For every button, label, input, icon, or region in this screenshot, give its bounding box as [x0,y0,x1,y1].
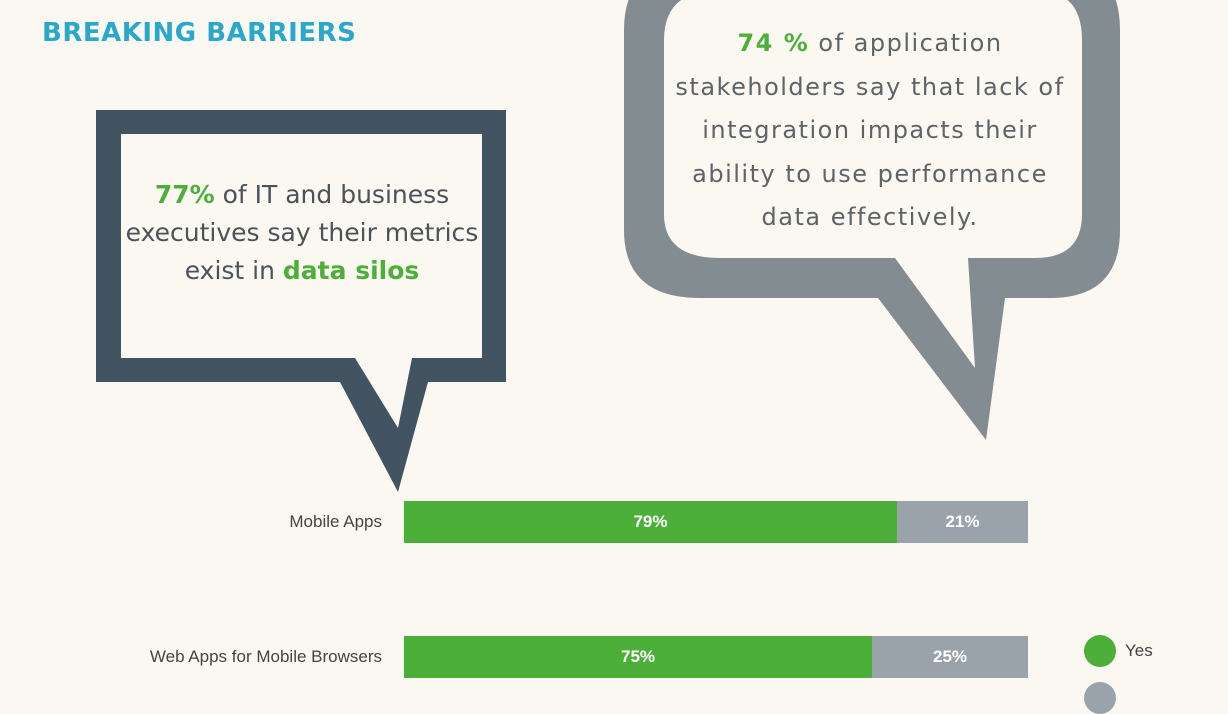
bar-value-label: 21% [945,512,980,531]
speech-bubbles [96,0,1120,492]
legend-dot-no [1084,682,1116,714]
bar-no: 25% [872,636,1028,678]
right-bubble-body: of application stakeholders say that lac… [675,29,1065,231]
left-bubble-highlight: data silos [282,256,420,285]
left-speech-bubble-inner [121,134,482,428]
legend-label: Yes [1125,641,1153,660]
stacked-bar-chart: Mobile Apps 79% 21% Web Apps for Mobile Bro… [149,501,1153,714]
legend-dot-yes [1084,635,1116,667]
left-bubble-text: 77% of IT and business executives say th… [122,176,482,290]
right-speech-bubble-inner [664,0,1082,368]
right-bubble-text: 74 % of application stakeholders say tha… [665,22,1075,240]
bar-value-label: 25% [932,647,968,666]
right-bubble-stat: 74 % [737,29,810,57]
category-label: Mobile Apps [289,512,382,531]
left-bubble-stat: 77% [154,180,215,209]
category-label: Web Apps for Mobile Browsers [149,647,382,666]
bar-yes: 79% [404,501,897,543]
bar-no: 21% [896,501,1028,543]
bar-value-label: 75% [620,647,656,666]
page-title: BREAKING BARRIERS [42,18,357,48]
bar-yes: 75% [404,636,872,678]
bar-value-label: 79% [633,512,668,531]
left-bubble-body: of IT and business executives say their … [125,180,479,285]
